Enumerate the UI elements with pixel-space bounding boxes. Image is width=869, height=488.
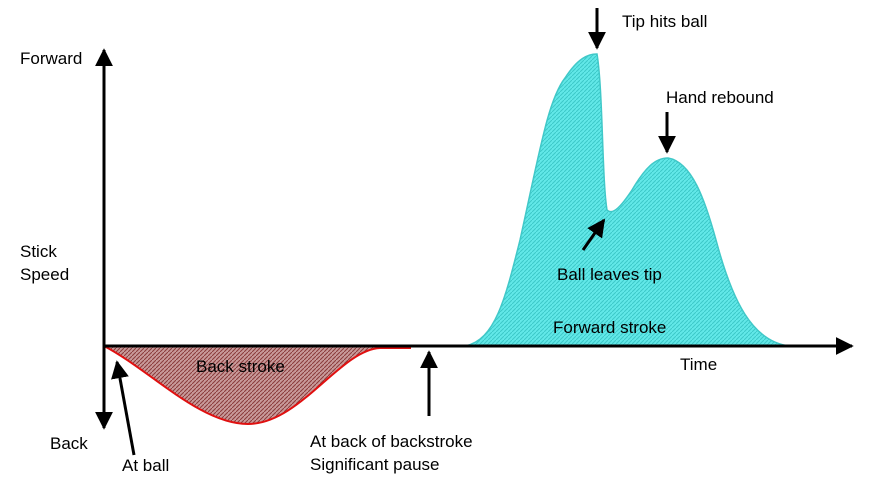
arrow	[581, 218, 606, 251]
back-stroke-area	[103, 345, 411, 426]
y-label: Stick	[20, 242, 57, 261]
y-label: Speed	[20, 265, 69, 284]
region-label: Forward stroke	[553, 318, 666, 337]
y-bottom-label: Back	[50, 434, 88, 453]
y-top-label: Forward	[20, 49, 82, 68]
annotation: At back of backstroke	[310, 432, 473, 451]
annotation: Significant pause	[310, 455, 439, 474]
x-label: Time	[680, 355, 717, 374]
annotation: At ball	[122, 456, 169, 475]
annotation: Ball leaves tip	[557, 265, 662, 284]
annotation: Tip hits ball	[622, 12, 707, 31]
forward-stroke-area	[464, 53, 791, 347]
arrow	[111, 360, 136, 456]
annotation: Hand rebound	[666, 88, 774, 107]
region-label: Back stroke	[196, 357, 285, 376]
